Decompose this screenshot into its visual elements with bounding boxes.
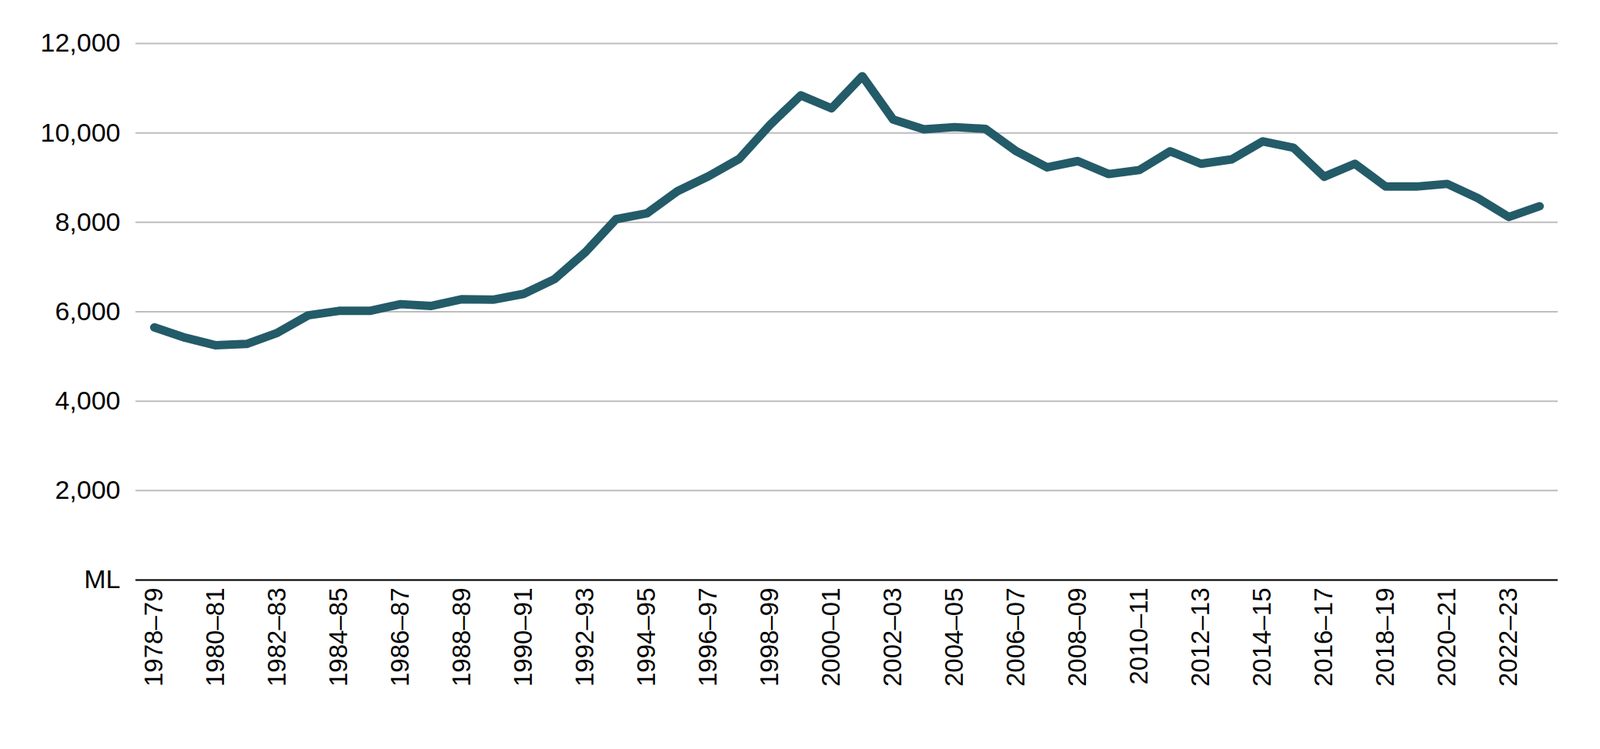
svg-text:1988–89: 1988–89 bbox=[447, 587, 476, 687]
svg-text:2000–01: 2000–01 bbox=[816, 587, 846, 687]
svg-text:2008–09: 2008–09 bbox=[1062, 587, 1092, 687]
svg-text:2010–11: 2010–11 bbox=[1124, 587, 1153, 685]
svg-text:2022–23: 2022–23 bbox=[1493, 587, 1523, 687]
svg-text:1982–83: 1982–83 bbox=[262, 587, 291, 687]
svg-text:8,000: 8,000 bbox=[54, 207, 121, 237]
svg-text:1980–81: 1980–81 bbox=[200, 587, 230, 687]
svg-text:2018–19: 2018–19 bbox=[1370, 587, 1400, 687]
svg-text:2020–21: 2020–21 bbox=[1432, 587, 1461, 687]
svg-text:12,000: 12,000 bbox=[40, 27, 121, 57]
svg-text:2004–05: 2004–05 bbox=[939, 587, 969, 687]
svg-text:4,000: 4,000 bbox=[54, 385, 121, 415]
svg-text:1994–95: 1994–95 bbox=[631, 587, 661, 687]
svg-text:1998–99: 1998–99 bbox=[754, 587, 784, 687]
svg-text:1992–93: 1992–93 bbox=[570, 587, 599, 687]
svg-text:2,000: 2,000 bbox=[54, 474, 121, 505]
svg-text:1996–97: 1996–97 bbox=[693, 587, 722, 687]
svg-text:6,000: 6,000 bbox=[54, 296, 121, 326]
svg-text:2002–03: 2002–03 bbox=[878, 587, 907, 687]
svg-text:2006–07: 2006–07 bbox=[1001, 587, 1030, 687]
svg-text:2014–15: 2014–15 bbox=[1247, 587, 1276, 687]
svg-text:ML: ML bbox=[83, 564, 121, 594]
svg-text:2016–17: 2016–17 bbox=[1309, 587, 1338, 687]
svg-text:10,000: 10,000 bbox=[40, 117, 121, 147]
svg-text:1990–91: 1990–91 bbox=[508, 587, 538, 687]
svg-text:1978–79: 1978–79 bbox=[139, 587, 168, 687]
svg-text:1986–87: 1986–87 bbox=[385, 587, 415, 687]
svg-text:1984–85: 1984–85 bbox=[324, 587, 353, 687]
svg-text:2012–13: 2012–13 bbox=[1185, 587, 1215, 687]
